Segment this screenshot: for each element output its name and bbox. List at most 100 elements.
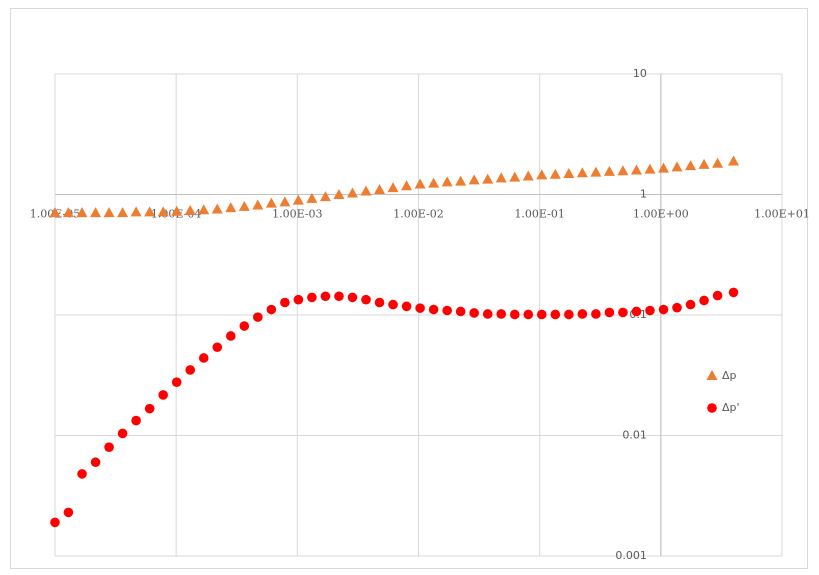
point: [401, 180, 413, 191]
point: [293, 294, 304, 305]
point: [549, 168, 561, 179]
point: [130, 206, 142, 217]
point: [346, 187, 358, 198]
point: [238, 200, 250, 211]
point: [455, 306, 466, 317]
point: [401, 301, 412, 312]
point: [144, 403, 155, 414]
point: [50, 517, 60, 528]
point: [62, 207, 74, 218]
point: [577, 309, 588, 319]
point: [49, 207, 61, 218]
point: [536, 169, 548, 180]
point: [211, 203, 223, 214]
point: [522, 170, 534, 181]
point: [658, 304, 669, 315]
point: [441, 176, 453, 187]
y-tick-label: 0.01: [622, 429, 647, 442]
point: [347, 292, 358, 303]
x-tick-label: 1.00E-03: [272, 208, 322, 221]
point: [361, 294, 371, 305]
point: [360, 185, 372, 196]
point: [617, 165, 629, 176]
x-tick-label: 1.00E-02: [393, 208, 443, 221]
point: [509, 171, 521, 182]
point: [482, 309, 493, 319]
point: [576, 167, 588, 178]
point: [320, 291, 331, 302]
point: [509, 309, 520, 320]
point: [495, 172, 507, 183]
point: [319, 191, 331, 202]
point: [604, 307, 615, 318]
point: [550, 309, 561, 320]
chart-frame: [10, 8, 808, 569]
point: [333, 189, 345, 200]
point: [279, 196, 291, 207]
point: [198, 204, 210, 215]
point: [90, 207, 102, 218]
legend-label: Δp': [722, 401, 740, 414]
point: [334, 291, 344, 302]
y-tick-label: 1: [640, 188, 647, 201]
point: [265, 197, 277, 208]
point: [428, 177, 440, 188]
point: [631, 306, 642, 317]
point: [591, 309, 601, 319]
point: [671, 161, 683, 172]
point: [307, 292, 317, 303]
point: [157, 206, 169, 217]
x-tick-label: 1.00E+01: [754, 208, 810, 221]
point: [63, 507, 74, 518]
point: [103, 207, 115, 218]
point: [415, 303, 425, 313]
point: [658, 162, 670, 173]
point: [77, 469, 87, 479]
point: [253, 312, 263, 322]
point: [76, 207, 88, 218]
point: [414, 178, 426, 189]
point: [212, 342, 223, 353]
legend-marker: [707, 403, 717, 413]
point: [184, 204, 196, 215]
point: [185, 365, 196, 375]
point: [266, 304, 277, 315]
point: [563, 167, 575, 178]
point: [482, 173, 494, 184]
point: [117, 207, 129, 218]
y-tick-label: 10: [633, 67, 647, 80]
point: [117, 428, 128, 439]
point: [90, 457, 101, 468]
legend-label: Δp: [722, 369, 737, 382]
point: [564, 309, 574, 320]
point: [374, 297, 385, 308]
point: [225, 202, 237, 213]
point: [306, 192, 318, 203]
point: [590, 166, 602, 177]
point: [428, 304, 439, 315]
point: [630, 164, 642, 175]
point: [712, 290, 723, 301]
point: [455, 175, 467, 186]
point: [374, 183, 386, 194]
point: [171, 377, 182, 387]
point: [104, 442, 114, 452]
point: [523, 309, 534, 320]
point: [603, 165, 615, 176]
point: [468, 174, 480, 185]
point: [536, 309, 547, 320]
legend-marker: [706, 370, 718, 380]
point: [442, 305, 452, 316]
point: [292, 194, 304, 205]
point: [672, 302, 682, 313]
point: [131, 415, 141, 426]
x-tick-label: 1.00E+00: [633, 208, 689, 221]
point: [496, 309, 507, 319]
point: [387, 182, 399, 193]
point: [252, 199, 264, 210]
point: [198, 353, 209, 363]
point: [388, 299, 398, 310]
point: [685, 299, 696, 310]
point: [618, 307, 628, 318]
point: [225, 331, 236, 341]
